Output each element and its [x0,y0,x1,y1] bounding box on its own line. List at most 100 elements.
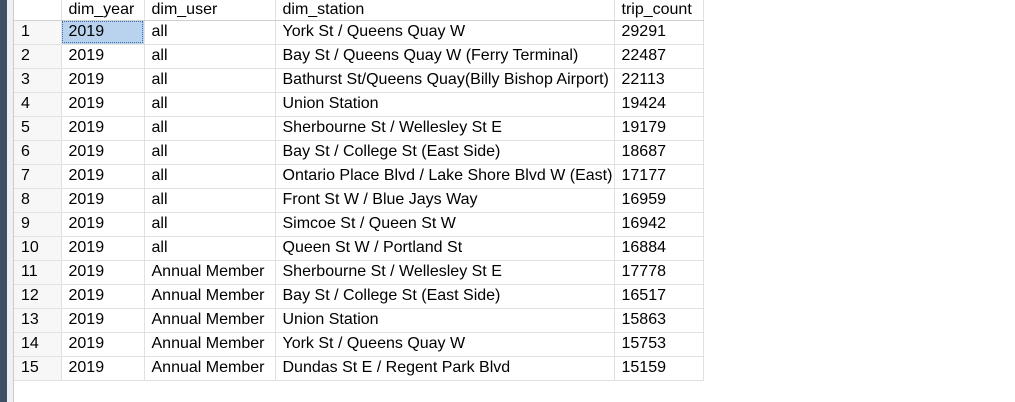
column-header-dim-user[interactable]: dim_user [144,0,276,21]
table-row[interactable]: 15 2019 Annual Member Dundas St E / Regent … [14,356,704,381]
cell-trip-count[interactable]: 18687 [614,140,704,165]
cell-dim-user[interactable]: all [144,140,276,165]
cell-dim-year[interactable]: 2019 [61,188,145,213]
cell-dim-year[interactable]: 2019 [61,116,145,141]
row-number[interactable]: 4 [14,92,62,117]
cell-dim-year[interactable]: 2019 [61,260,145,285]
cell-dim-user[interactable]: all [144,92,276,117]
table-row[interactable]: 11 2019 Annual Member Sherbourne St / Welle… [14,260,704,285]
results-grid[interactable]: dim_year dim_user dim_station trip_count… [14,0,704,402]
cell-dim-station[interactable]: Union Station [275,92,615,117]
row-number[interactable]: 2 [14,44,62,69]
row-number[interactable]: 13 [14,308,62,333]
row-number[interactable]: 7 [14,164,62,189]
cell-dim-station[interactable]: Bay St / College St (East Side) [275,284,615,309]
cell-dim-station[interactable]: York St / Queens Quay W [275,20,615,45]
cell-dim-year[interactable]: 2019 [61,140,145,165]
cell-trip-count[interactable]: 29291 [614,20,704,45]
table-row[interactable]: 7 2019 all Ontario Place Blvd / Lake Shore … [14,164,704,189]
row-number-header[interactable] [14,0,62,21]
cell-dim-year[interactable]: 2019 [61,308,145,333]
table-row[interactable]: 2 2019 all Bay St / Queens Quay W (Ferry Te… [14,44,704,69]
table-row[interactable]: 5 2019 all Sherbourne St / Wellesley St E 19… [14,116,704,141]
cell-dim-year[interactable]: 2019 [61,284,145,309]
column-header-trip-count[interactable]: trip_count [614,0,704,21]
cell-dim-user[interactable]: all [144,20,276,45]
table-row[interactable]: 1 2019 all York St / Queens Quay W 29291 [14,20,704,45]
row-number[interactable]: 15 [14,356,62,381]
cell-dim-year[interactable]: 2019 [61,212,145,237]
table-row[interactable]: 4 2019 all Union Station 19424 [14,92,704,117]
cell-trip-count[interactable]: 15863 [614,308,704,333]
cell-dim-year[interactable]: 2019 [61,164,145,189]
cell-dim-station[interactable]: York St / Queens Quay W [275,332,615,357]
cell-trip-count[interactable]: 19179 [614,116,704,141]
cell-trip-count[interactable]: 15159 [614,356,704,381]
cell-dim-user[interactable]: Annual Member [144,356,276,381]
cell-dim-user[interactable]: Annual Member [144,284,276,309]
cell-dim-user[interactable]: all [144,236,276,261]
row-number[interactable]: 1 [14,20,62,45]
table-row[interactable]: 3 2019 all Bathurst St/Queens Quay(Billy Bi… [14,68,704,93]
cell-trip-count[interactable]: 15753 [614,332,704,357]
results-table: dim_year dim_user dim_station trip_count… [14,0,704,381]
cell-trip-count[interactable]: 22487 [614,44,704,69]
editor-gutter [7,0,14,402]
table-row[interactable]: 8 2019 all Front St W / Blue Jays Way 16959 [14,188,704,213]
cell-dim-user[interactable]: all [144,188,276,213]
header-row: dim_year dim_user dim_station trip_count [14,0,704,21]
cell-dim-user[interactable]: Annual Member [144,308,276,333]
table-row[interactable]: 10 2019 all Queen St W / Portland St 16884 [14,236,704,261]
row-number[interactable]: 5 [14,116,62,141]
cell-dim-user[interactable]: all [144,212,276,237]
cell-dim-station[interactable]: Queen St W / Portland St [275,236,615,261]
column-header-dim-station[interactable]: dim_station [275,0,615,21]
cell-dim-station[interactable]: Simcoe St / Queen St W [275,212,615,237]
cell-trip-count[interactable]: 16517 [614,284,704,309]
row-number[interactable]: 10 [14,236,62,261]
cell-dim-station[interactable]: Bay St / Queens Quay W (Ferry Terminal) [275,44,615,69]
cell-dim-year[interactable]: 2019 [61,236,145,261]
row-number[interactable]: 11 [14,260,62,285]
cell-dim-user[interactable]: all [144,164,276,189]
row-number[interactable]: 6 [14,140,62,165]
column-header-dim-year[interactable]: dim_year [61,0,145,21]
cell-dim-user[interactable]: all [144,68,276,93]
cell-dim-user[interactable]: Annual Member [144,260,276,285]
cell-trip-count[interactable]: 16959 [614,188,704,213]
cell-dim-station[interactable]: Sherbourne St / Wellesley St E [275,260,615,285]
cell-dim-user[interactable]: all [144,44,276,69]
cell-trip-count[interactable]: 17778 [614,260,704,285]
row-number[interactable]: 14 [14,332,62,357]
cell-dim-station[interactable]: Bay St / College St (East Side) [275,140,615,165]
cell-dim-station[interactable]: Ontario Place Blvd / Lake Shore Blvd W (… [275,164,615,189]
cell-trip-count[interactable]: 22113 [614,68,704,93]
cell-trip-count[interactable]: 17177 [614,164,704,189]
cell-dim-user[interactable]: Annual Member [144,332,276,357]
row-number[interactable]: 9 [14,212,62,237]
cell-dim-year[interactable]: 2019 [61,92,145,117]
cell-dim-year[interactable]: 2019 [61,356,145,381]
cell-dim-year[interactable]: 2019 [61,44,145,69]
cell-trip-count[interactable]: 16884 [614,236,704,261]
cell-dim-station[interactable]: Union Station [275,308,615,333]
cell-dim-year[interactable]: 2019 [61,332,145,357]
table-row[interactable]: 9 2019 all Simcoe St / Queen St W 16942 [14,212,704,237]
row-number[interactable]: 3 [14,68,62,93]
table-row[interactable]: 12 2019 Annual Member Bay St / College St (… [14,284,704,309]
cell-dim-station[interactable]: Bathurst St/Queens Quay(Billy Bishop Air… [275,68,615,93]
cell-trip-count[interactable]: 19424 [614,92,704,117]
cell-dim-station[interactable]: Front St W / Blue Jays Way [275,188,615,213]
table-row[interactable]: 13 2019 Annual Member Union Station 15863 [14,308,704,333]
table-row[interactable]: 14 2019 Annual Member York St / Queens Quay… [14,332,704,357]
cell-dim-year[interactable]: 2019 [61,68,145,93]
window-edge [0,0,7,402]
cell-dim-station[interactable]: Dundas St E / Regent Park Blvd [275,356,615,381]
row-number[interactable]: 8 [14,188,62,213]
cell-dim-station[interactable]: Sherbourne St / Wellesley St E [275,116,615,141]
cell-dim-user[interactable]: all [144,116,276,141]
cell-dim-year[interactable]: 2019 [61,20,145,45]
table-row[interactable]: 6 2019 all Bay St / College St (East Side) 1… [14,140,704,165]
row-number[interactable]: 12 [14,284,62,309]
cell-trip-count[interactable]: 16942 [614,212,704,237]
